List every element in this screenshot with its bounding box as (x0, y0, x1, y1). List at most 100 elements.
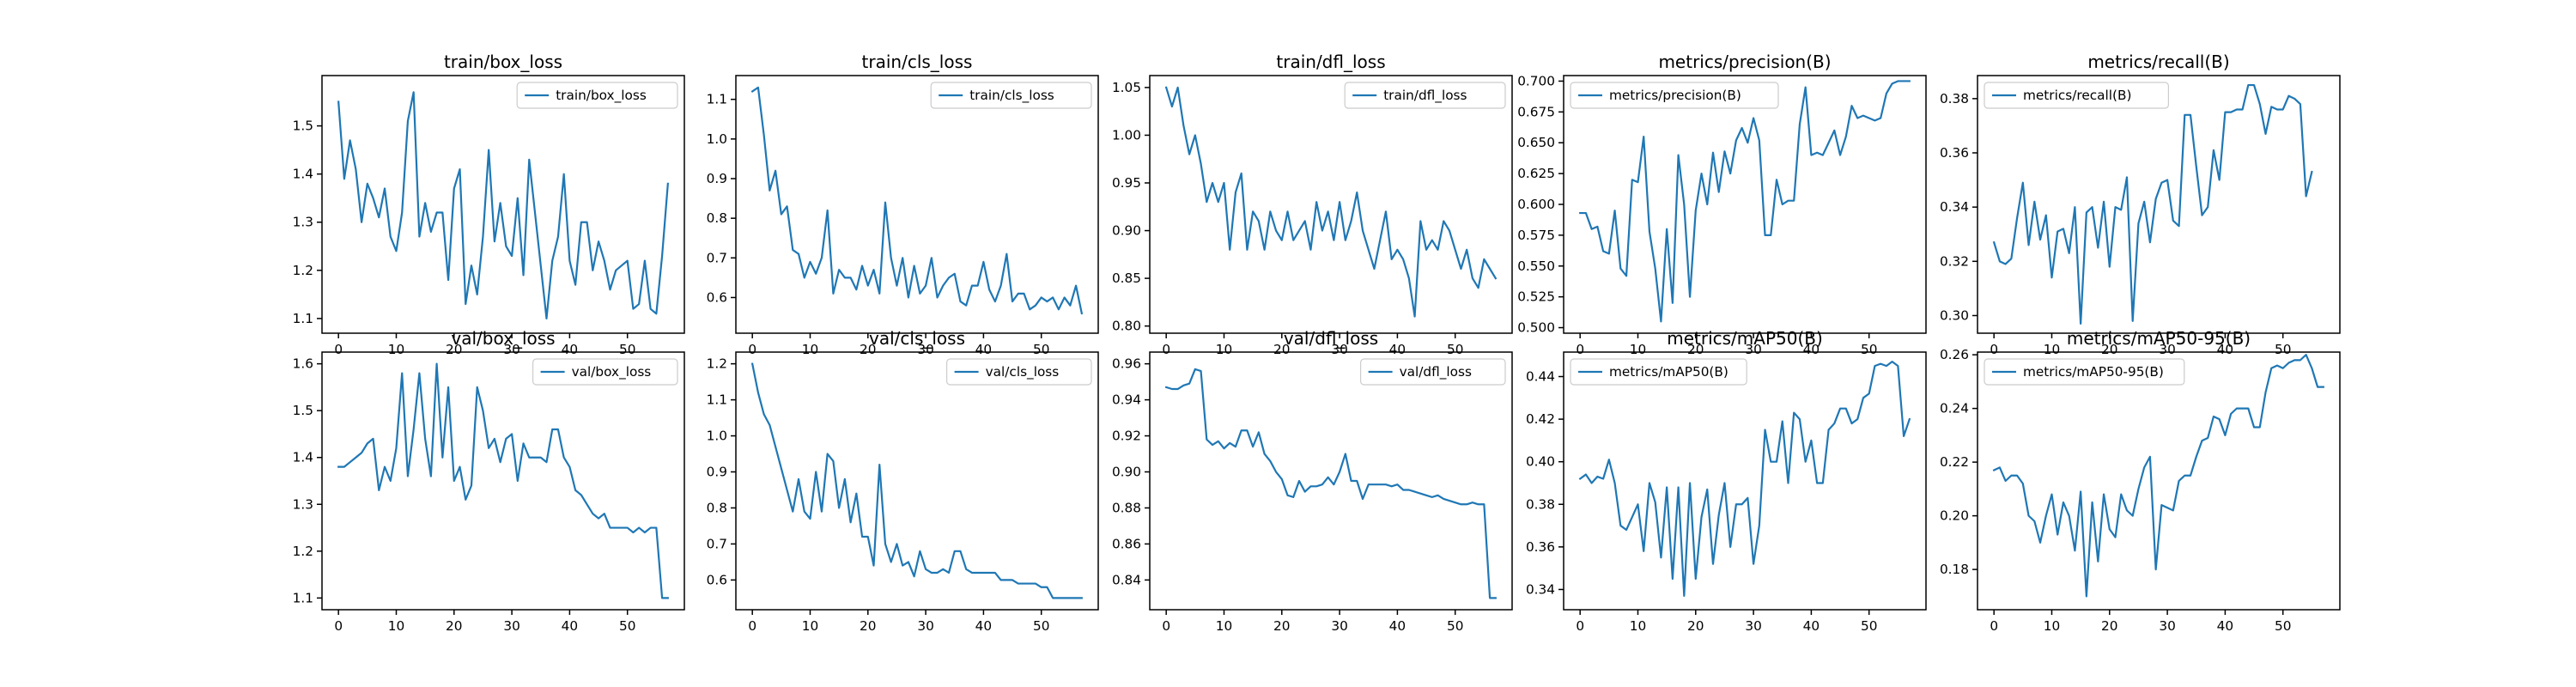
y-tick-label: 0.80 (1112, 319, 1141, 334)
x-tick-label: 20 (446, 342, 462, 357)
x-tick-label: 0 (1990, 342, 1998, 357)
series-line (1992, 354, 2324, 598)
x-tick-label: 30 (1331, 618, 1347, 634)
x-tick-label: 50 (1861, 618, 1877, 634)
y-tick-label: 0.32 (1940, 253, 1969, 269)
axes-frame (1563, 75, 1927, 334)
legend-box (1344, 82, 1506, 109)
y-tick-label: 0.650 (1517, 135, 1555, 150)
y-tick-label: 1.1 (293, 590, 313, 605)
x-tick-label: 30 (2159, 618, 2175, 634)
y-tick-label: 0.7 (707, 250, 727, 265)
chart-title: train/cls_loss (862, 52, 973, 72)
x-tick-label: 50 (1447, 342, 1463, 357)
x-tick-label: 30 (1745, 618, 1761, 634)
y-tick-label: 0.525 (1517, 289, 1555, 305)
y-tick-label: 0.8 (707, 500, 727, 515)
y-tick-label: 0.500 (1517, 320, 1555, 336)
x-tick-label: 10 (1630, 618, 1646, 634)
axes-frame (321, 351, 685, 611)
y-tick-label: 0.26 (1940, 347, 1969, 362)
x-tick-label: 40 (1803, 342, 1820, 357)
y-tick-label: 0.90 (1112, 223, 1141, 239)
legend: train/box_loss (516, 82, 678, 109)
x-tick-label: 50 (2275, 342, 2291, 357)
y-tick-label: 1.2 (707, 356, 727, 372)
x-tick-label: 40 (1803, 618, 1820, 634)
legend-label: metrics/mAP50(B) (1609, 364, 1728, 380)
y-tick-label: 1.1 (707, 92, 727, 107)
x-tick-label: 50 (1447, 618, 1463, 634)
subplot-metrics-map50-b: metrics/mAP50(B) 0 10 20 30 40 50 0.34 0.36 0.38 0… (1526, 328, 1927, 634)
x-tick-label: 20 (1273, 342, 1290, 357)
legend: val/dfl_loss (1359, 358, 1506, 386)
x-tick-label: 20 (1273, 618, 1290, 634)
y-tick-label: 1.1 (707, 392, 727, 408)
x-tick-label: 10 (1216, 342, 1232, 357)
x-tick-label: 20 (2101, 618, 2117, 634)
x-tick-label: 50 (619, 342, 635, 357)
chart-title: metrics/recall(B) (2087, 52, 2229, 72)
x-tick-label: 30 (503, 618, 519, 634)
y-tick-label: 0.575 (1517, 228, 1555, 243)
series-line (1164, 86, 1498, 318)
y-tick-label: 0.42 (1526, 411, 1555, 427)
y-tick-label: 1.3 (293, 215, 313, 230)
axes-frame (735, 351, 1099, 611)
x-tick-label: 0 (334, 342, 343, 357)
x-tick-label: 40 (2217, 618, 2233, 634)
legend-box (930, 82, 1092, 109)
legend-label: metrics/precision(B) (1609, 88, 1741, 103)
x-tick-label: 30 (917, 342, 933, 357)
series-line (1164, 368, 1497, 599)
legend-label: train/cls_loss (969, 88, 1054, 104)
y-tick-label: 0.95 (1112, 175, 1141, 191)
y-tick-label: 0.7 (707, 536, 727, 551)
x-tick-label: 40 (1389, 618, 1406, 634)
y-tick-label: 1.6 (293, 356, 313, 372)
legend: val/cls_loss (945, 358, 1092, 386)
series-line (750, 86, 1084, 315)
chart-title: train/box_loss (444, 52, 562, 72)
y-tick-label: 0.8 (707, 210, 727, 226)
chart-title: metrics/mAP50(B) (1667, 328, 1823, 349)
legend-box (1984, 358, 2185, 386)
x-tick-label: 0 (1576, 618, 1584, 634)
y-tick-label: 1.3 (293, 496, 313, 512)
y-tick-label: 0.6 (707, 572, 727, 587)
y-tick-label: 1.5 (293, 119, 313, 134)
y-tick-label: 1.05 (1112, 80, 1141, 95)
x-tick-label: 20 (860, 618, 876, 634)
subplot-metrics-recall-b: metrics/recall(B) 0 10 20 30 40 50 0.30 0.32 0.34… (1940, 52, 2341, 357)
y-tick-label: 0.85 (1112, 271, 1141, 286)
y-tick-label: 0.90 (1112, 465, 1141, 480)
y-tick-label: 1.4 (293, 450, 313, 465)
x-tick-label: 10 (388, 342, 404, 357)
axes-frame (735, 75, 1099, 334)
legend-label: val/box_loss (572, 364, 652, 380)
y-tick-label: 0.36 (1526, 539, 1555, 555)
subplot-grid: train/box_loss 0 10 20 30 40 50 1.1 1.2 1.3 1.4 1.5… (293, 52, 2341, 634)
y-tick-label: 1.4 (293, 167, 313, 182)
legend-label: val/dfl_loss (1400, 364, 1472, 380)
chart-title: metrics/precision(B) (1658, 52, 1831, 72)
legend-box (516, 82, 678, 109)
series-line (1579, 80, 1911, 323)
x-tick-label: 40 (975, 342, 992, 357)
x-tick-label: 20 (860, 342, 876, 357)
y-tick-label: 0.18 (1940, 562, 1969, 577)
y-tick-label: 1.0 (707, 131, 727, 147)
y-tick-label: 0.92 (1112, 429, 1141, 444)
y-tick-label: 0.44 (1526, 369, 1555, 385)
y-tick-label: 0.34 (1526, 581, 1555, 597)
x-tick-label: 30 (503, 342, 519, 357)
y-tick-label: 1.00 (1112, 127, 1141, 143)
x-tick-label: 40 (562, 618, 578, 634)
subplot-val-box-loss: val/box_loss 0 10 20 30 40 50 1.1 1.2 1.3 1.4 1.5 1.… (293, 328, 685, 634)
legend: metrics/mAP50-95(B) (1984, 358, 2185, 386)
x-tick-label: 20 (1687, 618, 1704, 634)
x-tick-label: 10 (1216, 618, 1232, 634)
x-tick-label: 50 (1861, 342, 1877, 357)
legend-label: val/cls_loss (986, 364, 1060, 380)
y-tick-label: 0.34 (1940, 199, 1969, 215)
